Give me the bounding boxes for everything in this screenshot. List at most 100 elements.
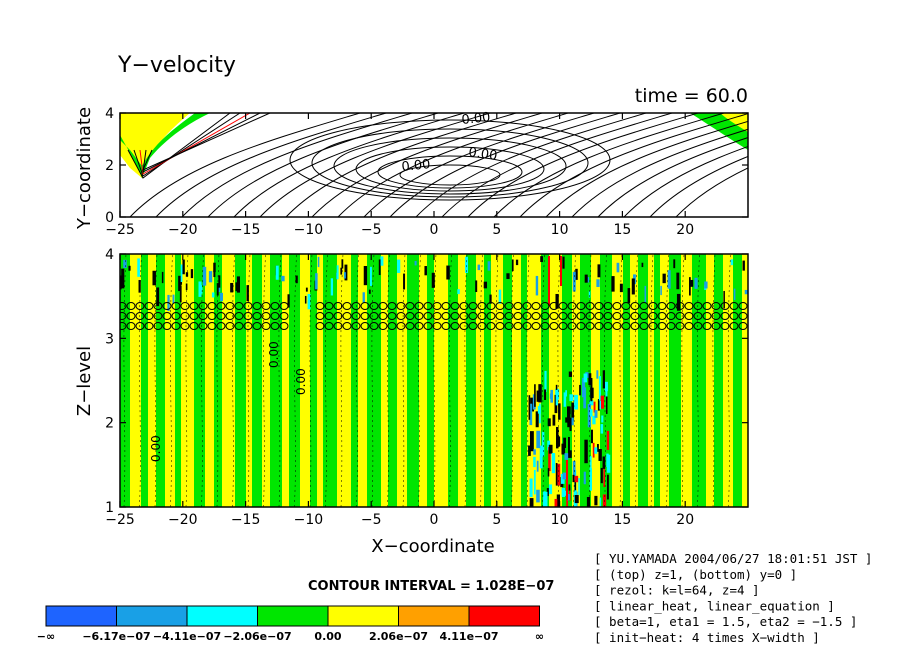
- bottom-y-tick-label: 3: [105, 331, 114, 347]
- bottom-fill-noise: [704, 281, 708, 289]
- bottom-fill-cluster: [529, 498, 534, 507]
- top-contour-edge: [127, 113, 231, 179]
- bottom-fill-noise: [744, 289, 748, 295]
- bottom-fill-noise: [208, 271, 213, 283]
- bottom-contour-line: [232, 254, 235, 507]
- bottom-contour-line: [526, 254, 530, 507]
- bottom-x-tick-label: 10: [551, 512, 569, 528]
- top-contour-label: 0.00: [401, 157, 431, 175]
- bottom-fill-cluster: [528, 395, 531, 420]
- bottom-fill-cluster: [561, 487, 566, 497]
- bottom-contour-loop: [171, 312, 181, 320]
- bottom-contour-line: [154, 254, 158, 507]
- bottom-fill-cluster: [550, 389, 553, 403]
- bottom-fill-noise: [446, 265, 450, 280]
- bottom-x-tick-label: −15: [231, 512, 261, 528]
- bottom-fill-cluster: [606, 474, 609, 500]
- bottom-contour-line: [371, 254, 375, 507]
- bottom-fill-noise: [619, 283, 623, 293]
- bottom-contour-loop: [684, 312, 694, 320]
- bottom-contour-loop: [279, 312, 289, 320]
- bottom-contour-loop: [630, 322, 640, 330]
- bottom-contour-loop: [657, 322, 667, 330]
- bottom-fill-cluster: [554, 498, 558, 507]
- bottom-contour-loop: [657, 312, 667, 320]
- bottom-fill-stripe: [476, 254, 484, 507]
- info-line: [ beta=1, eta1 = 1.5, eta2 = −1.5 ]: [594, 614, 857, 629]
- colorbar-label: −6.17e−07: [82, 630, 150, 643]
- bottom-contour-loop: [513, 302, 523, 310]
- bottom-fill-cluster: [578, 478, 580, 496]
- bottom-contour-line: [480, 254, 483, 507]
- bottom-contour-loop: [621, 322, 631, 330]
- bottom-contour-line: [681, 254, 685, 507]
- bottom-contour-loop: [684, 322, 694, 330]
- bottom-fill-cluster: [599, 497, 602, 507]
- bottom-fill-noise: [627, 288, 631, 303]
- bottom-contour-loop: [711, 312, 721, 320]
- top-contour-loop: [377, 155, 523, 189]
- bottom-y-tick-label: 1: [105, 500, 114, 516]
- bottom-contour-loop: [738, 302, 748, 310]
- bottom-contour-loop: [387, 322, 397, 330]
- bottom-contour-loop: [675, 302, 685, 310]
- top-contour-edge: [133, 113, 241, 177]
- bottom-fill-noise: [662, 273, 666, 284]
- bottom-fill-cluster: [567, 436, 570, 458]
- bottom-contour-line: [464, 254, 468, 507]
- bottom-fill-stripe: [205, 254, 214, 507]
- bottom-fill-cluster: [567, 420, 571, 428]
- bottom-contour-loop: [261, 322, 271, 330]
- bottom-fill-noise: [424, 266, 427, 276]
- bottom-contour-loop: [396, 312, 406, 320]
- bottom-fill-noise: [213, 270, 216, 278]
- bottom-contour-loop: [396, 322, 406, 330]
- top-contour-line: [571, 128, 748, 217]
- info-block: [ YU.YAMADA 2004/06/27 18:01:51 JST ][ (…: [594, 551, 872, 645]
- bottom-fill-red-line: [566, 460, 568, 500]
- bottom-fill-noise: [694, 277, 698, 289]
- bottom-contour-loop: [612, 312, 622, 320]
- bottom-contour-loop: [522, 322, 532, 330]
- top-x-tick-label: −20: [168, 222, 198, 238]
- bottom-fill-noise: [304, 295, 307, 304]
- bottom-contour-loop: [315, 312, 325, 320]
- bottom-fill-stripe: [419, 254, 427, 507]
- bottom-fill-cluster: [555, 463, 558, 486]
- bottom-contour-loop: [450, 302, 460, 310]
- bottom-contour-loop: [144, 322, 154, 330]
- bottom-fill-cluster: [594, 495, 598, 506]
- bottom-fill-cluster: [528, 445, 531, 456]
- bottom-contour-loop: [342, 322, 352, 330]
- bottom-contour-line: [650, 254, 654, 507]
- bottom-contour-loop: [567, 322, 577, 330]
- bottom-contour-line: [728, 254, 731, 507]
- bottom-contour-line: [278, 254, 282, 507]
- colorbar-label: 0.00: [314, 630, 341, 643]
- bottom-fill-noise: [380, 256, 384, 266]
- bottom-contour-loop: [216, 302, 226, 310]
- bottom-contour-loop: [576, 322, 586, 330]
- bottom-fill-cluster: [534, 384, 536, 407]
- bottom-fill-cluster: [603, 465, 606, 488]
- bottom-contour-loop: [666, 322, 676, 330]
- colorbar-label: −∞: [37, 630, 55, 643]
- info-line: [ rezol: k=l=64, z=4 ]: [594, 583, 760, 598]
- bottom-fill-stripe: [282, 254, 289, 507]
- bottom-fill-noise: [120, 275, 122, 290]
- bottom-contour-loop: [639, 322, 649, 330]
- bottom-fill-cluster: [593, 401, 596, 413]
- bottom-fill-noise: [152, 270, 156, 286]
- bottom-contour-loop: [693, 302, 703, 310]
- bottom-contour-loop: [585, 322, 595, 330]
- bottom-fill-cluster: [544, 389, 547, 400]
- bottom-fill-noise: [341, 259, 344, 269]
- top-contour-label: 0.00: [467, 145, 498, 164]
- bottom-fill-noise: [281, 275, 285, 282]
- bottom-fill-noise: [138, 280, 141, 293]
- bottom-contour-loop: [279, 302, 289, 310]
- bottom-contour-loop: [585, 312, 595, 320]
- bottom-contour-loop: [180, 302, 190, 310]
- bottom-fill-noise: [317, 256, 320, 268]
